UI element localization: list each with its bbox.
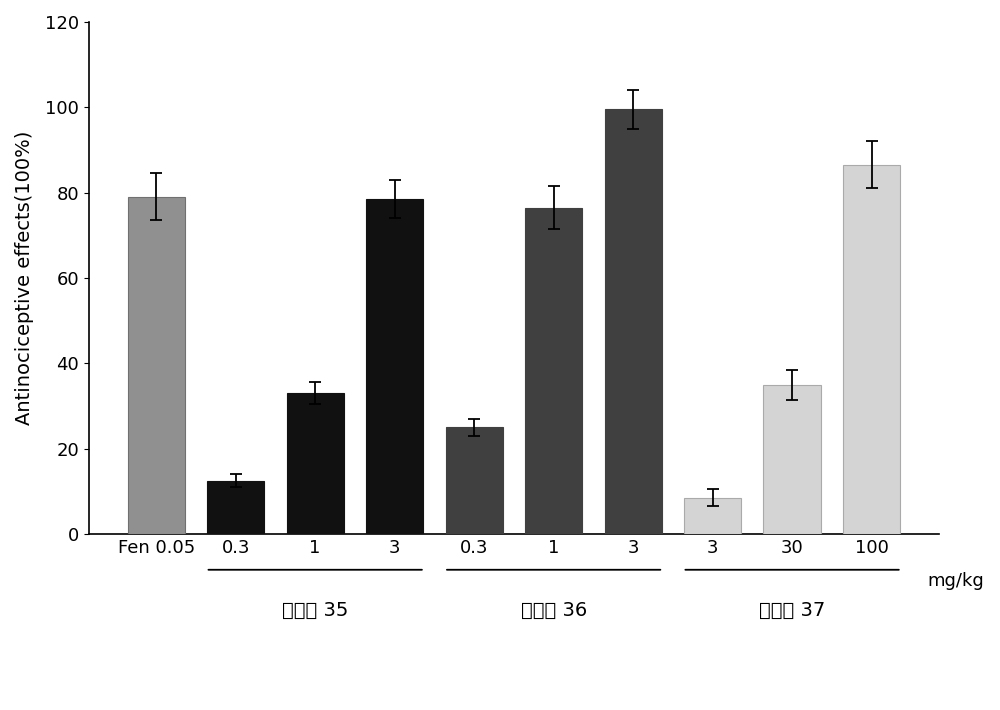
Bar bbox=[128, 197, 185, 534]
Bar bbox=[525, 207, 582, 534]
Bar bbox=[287, 393, 344, 534]
Bar bbox=[446, 427, 503, 534]
Bar bbox=[684, 498, 741, 534]
Y-axis label: Antinociceptive effects(100%): Antinociceptive effects(100%) bbox=[15, 131, 34, 425]
Text: 化合物 36: 化合物 36 bbox=[521, 601, 587, 620]
Text: 化合物 35: 化合物 35 bbox=[282, 601, 348, 620]
Bar bbox=[843, 165, 900, 534]
Bar bbox=[605, 109, 662, 534]
Bar bbox=[366, 199, 423, 534]
Text: mg/kg: mg/kg bbox=[927, 572, 984, 590]
Text: 化合物 37: 化合物 37 bbox=[759, 601, 825, 620]
Bar bbox=[207, 481, 264, 534]
Bar bbox=[763, 385, 821, 534]
